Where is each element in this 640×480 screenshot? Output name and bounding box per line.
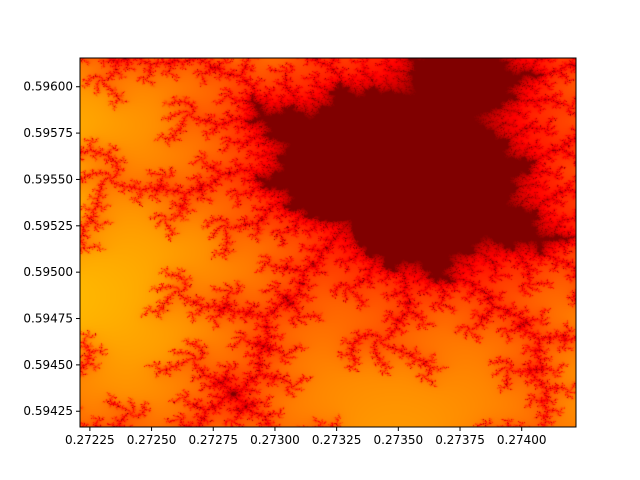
x-tick-label: 0.27375 [435,433,485,447]
y-axis: 0.59425 0.59450 0.59475 0.59500 0.59525 0.595… [23,80,80,418]
y-tick-label: 0.59600 [23,80,73,94]
mandelbrot-heatmap [80,58,576,427]
y-tick-label: 0.59550 [23,172,73,186]
y-tick-label: 0.59450 [23,358,73,372]
plot-area [79,57,577,428]
y-tick-label: 0.59425 [23,404,73,418]
y-tick-label: 0.59475 [23,312,73,326]
y-tick-label: 0.59500 [23,265,73,279]
x-tick-label: 0.27325 [312,433,362,447]
axes-frame [79,57,577,428]
x-axis: 0.27225 0.27250 0.27275 0.27300 0.27325 0.273… [65,427,547,447]
y-tick-label: 0.59525 [23,219,73,233]
y-tick-label: 0.59575 [23,126,73,140]
x-tick-label: 0.27400 [497,433,547,447]
x-tick-label: 0.27275 [188,433,238,447]
x-tick-label: 0.27250 [127,433,177,447]
x-tick-label: 0.27225 [65,433,115,447]
x-tick-label: 0.27300 [250,433,300,447]
x-tick-label: 0.27350 [374,433,424,447]
